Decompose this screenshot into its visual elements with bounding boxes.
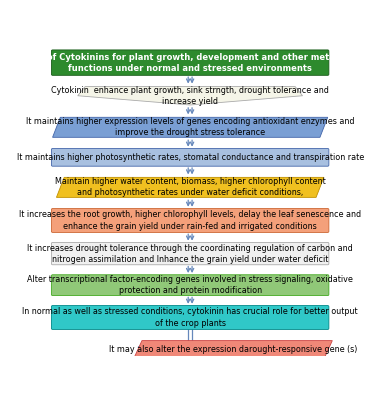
- Text: It may also alter the expression darought-responsive gene (s): It may also alter the expression darough…: [109, 344, 357, 354]
- Text: Maintain higher water content, biomass, higher chlorophyll content
and photosynt: Maintain higher water content, biomass, …: [55, 177, 325, 198]
- FancyBboxPatch shape: [52, 208, 329, 232]
- Polygon shape: [53, 117, 328, 137]
- Text: In normal as well as stressed conditions, cytokinin has crucial role for better : In normal as well as stressed conditions…: [22, 308, 358, 328]
- Text: It maintains higher photosynthetic rates, stomatal conductance and transpiration: It maintains higher photosynthetic rates…: [17, 153, 364, 162]
- FancyBboxPatch shape: [52, 50, 329, 75]
- Polygon shape: [134, 341, 332, 358]
- Polygon shape: [56, 177, 324, 197]
- Text: Alter transcriptional factor-encoding genes involved in stress signaling, oxidat: Alter transcriptional factor-encoding ge…: [27, 275, 353, 295]
- Text: It maintains higher expression levels of genes encoding antioxidant enzymes and
: It maintains higher expression levels of…: [26, 117, 354, 137]
- Text: It increases the root growth, higher chlorophyll levels, delay the leaf senescen: It increases the root growth, higher chl…: [19, 210, 361, 230]
- Text: Role of Cytokinins for plant growth, development and other metabolic
functions u: Role of Cytokinins for plant growth, dev…: [23, 52, 357, 73]
- Text: It increases drought tolerance through the coordinating regulation of carbon and: It increases drought tolerance through t…: [27, 244, 353, 264]
- FancyBboxPatch shape: [52, 148, 329, 166]
- FancyBboxPatch shape: [52, 306, 329, 330]
- Text: Cytokinin  enhance plant growth, sink strngth, drought tolerance and
increase yi: Cytokinin enhance plant growth, sink str…: [51, 86, 329, 106]
- FancyBboxPatch shape: [52, 275, 329, 296]
- FancyBboxPatch shape: [52, 242, 329, 265]
- Polygon shape: [78, 86, 302, 105]
